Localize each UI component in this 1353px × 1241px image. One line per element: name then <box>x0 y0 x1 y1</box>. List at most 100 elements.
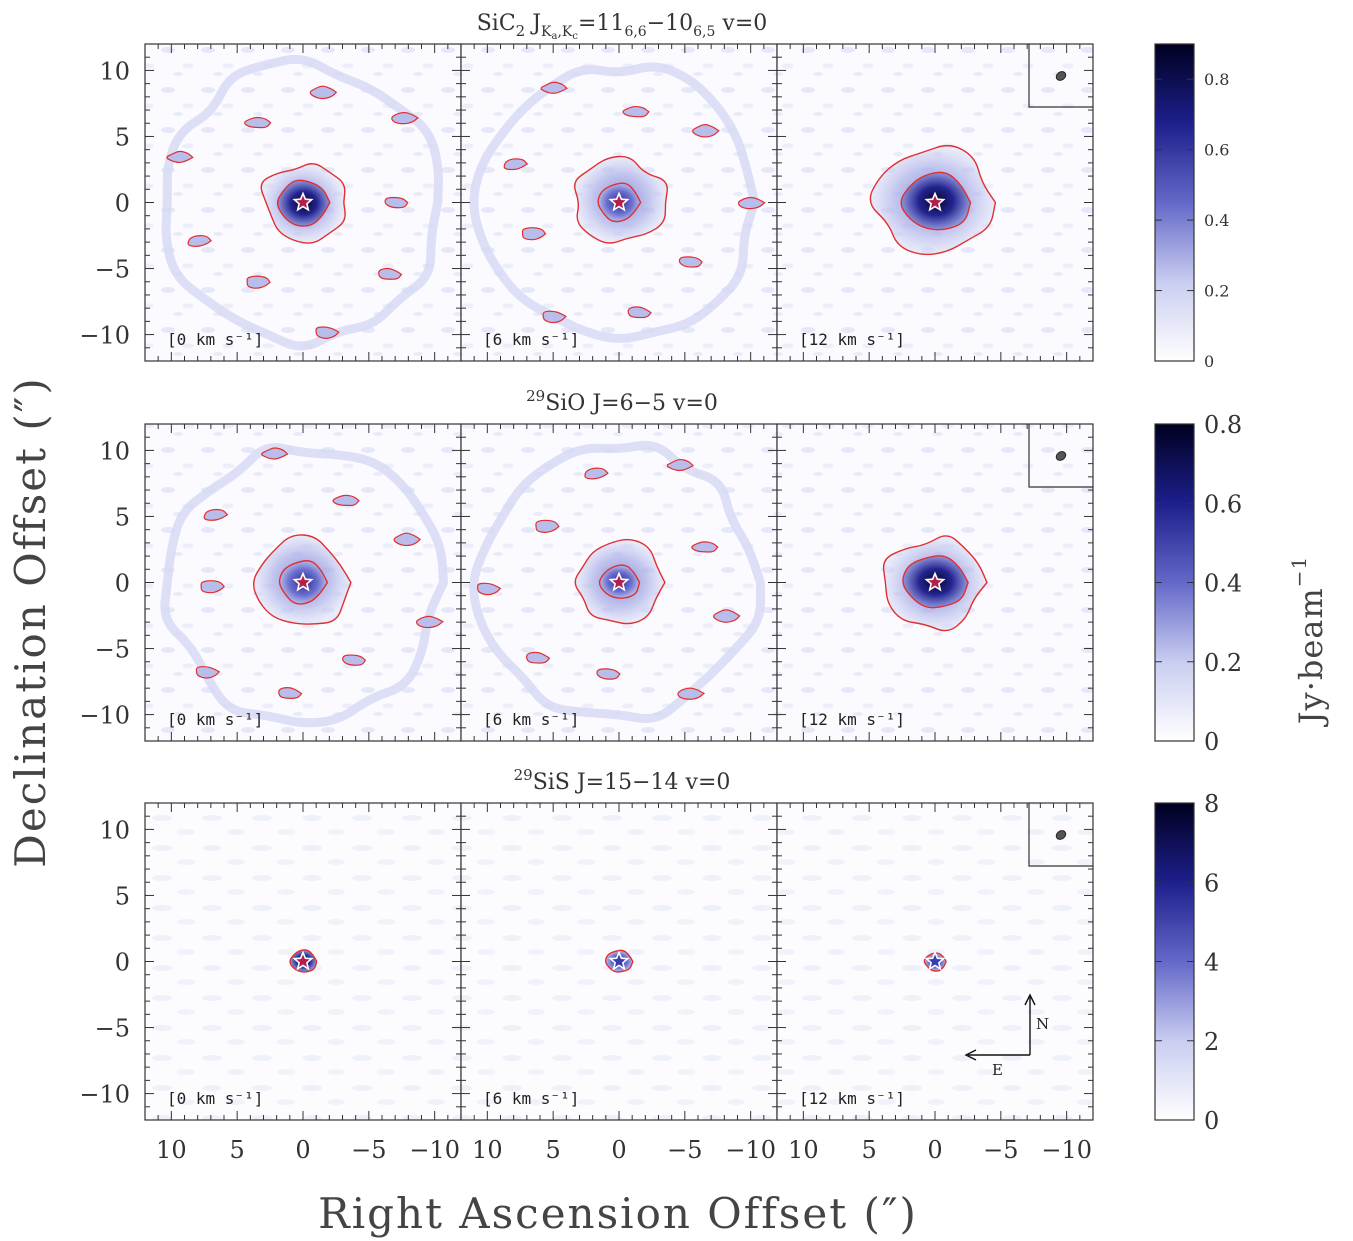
velocity-label: [6 km s⁻¹] <box>483 330 579 349</box>
contour-arc <box>246 275 271 289</box>
channel-panel: [0 km s⁻¹] <box>144 423 462 742</box>
star-marker-icon <box>924 571 946 592</box>
beam-inset <box>1028 424 1093 488</box>
beam-inset <box>1028 803 1093 867</box>
colorbar-tick-label: 0.2 <box>1204 282 1229 301</box>
x-tick-label: −10 <box>409 1136 460 1164</box>
colorbar-tick-label: 0 <box>1204 1107 1219 1135</box>
contour-arc <box>692 124 720 138</box>
colorbar-tick-label: 0.4 <box>1204 570 1242 598</box>
contour-arc <box>187 234 212 247</box>
shell-ring <box>469 62 760 343</box>
x-tick-label: −5 <box>351 1136 386 1164</box>
contour-arc <box>476 582 502 596</box>
contour-arc <box>737 196 766 210</box>
contour-arc <box>391 112 419 125</box>
y-tick-label: −10 <box>79 322 130 350</box>
colorbar-tick-label: 0.8 <box>1204 411 1242 439</box>
y-tick-label: 5 <box>115 123 130 151</box>
contour-arc <box>622 105 650 118</box>
colorbar-tick-label: 0.6 <box>1204 141 1229 160</box>
x-tick-label: 0 <box>611 1136 626 1164</box>
contour-arc <box>713 609 741 623</box>
contour-arc <box>584 467 609 480</box>
channel-panel: [6 km s⁻¹] <box>460 43 778 362</box>
contour-arc <box>415 615 444 629</box>
contour-arc <box>627 306 652 319</box>
compass: NE <box>964 993 1049 1079</box>
contour-arc <box>309 85 338 100</box>
y-tick-label: 10 <box>99 816 130 844</box>
contour-arc <box>200 580 225 594</box>
velocity-label: [12 km s⁻¹] <box>799 1089 905 1108</box>
colorbar: 0 0.2 0.4 0.6 0.8 <box>1154 43 1229 371</box>
beam-ellipse-icon <box>1055 830 1067 840</box>
beam-ellipse-icon <box>1055 451 1067 461</box>
contour-arc <box>678 256 703 268</box>
velocity-label: [12 km s⁻¹] <box>799 710 905 729</box>
x-tick-label: −10 <box>1041 1136 1092 1164</box>
y-tick-label: 10 <box>99 437 130 465</box>
star-marker-icon <box>292 950 314 971</box>
contour-arc <box>315 326 340 339</box>
contour-arc <box>203 508 229 521</box>
velocity-label: [6 km s⁻¹] <box>483 710 579 729</box>
channel-panel: [12 km s⁻¹] <box>776 43 1094 362</box>
colorbar-tick-label: 0.6 <box>1204 490 1242 518</box>
x-tick-label: −10 <box>725 1136 776 1164</box>
star-marker-icon <box>292 191 314 212</box>
colorbar-tick-label: 0.8 <box>1204 70 1229 89</box>
contour-arc <box>503 158 529 171</box>
channel-panel: [12 km s⁻¹] <box>776 802 1094 1121</box>
row-title: SiC2 JKa,Kc=116,6−106,5 v=0 <box>477 11 768 42</box>
contour-arc <box>166 150 194 164</box>
x-tick-label: 10 <box>156 1136 187 1164</box>
velocity-label: [12 km s⁻¹] <box>799 330 905 349</box>
contour-arc <box>244 116 272 129</box>
velocity-label: [0 km s⁻¹] <box>167 1089 263 1108</box>
x-tick-label: 5 <box>230 1136 245 1164</box>
contour-arc <box>677 687 706 700</box>
x-tick-label: 5 <box>862 1136 877 1164</box>
beam-ellipse-icon <box>1055 71 1067 81</box>
velocity-label: [0 km s⁻¹] <box>167 330 263 349</box>
y-tick-label: 5 <box>115 882 130 910</box>
y-tick-label: 0 <box>115 570 130 598</box>
colorbar: 0 2 4 6 8 <box>1154 790 1219 1135</box>
shell-ring <box>160 443 449 728</box>
contour-arc <box>378 267 403 280</box>
star-marker-icon <box>608 950 630 971</box>
star-marker-icon <box>292 571 314 592</box>
contour-arc <box>342 654 367 666</box>
colorbar-tick-label: 6 <box>1204 869 1219 897</box>
channel-panel: [6 km s⁻¹] <box>460 802 778 1121</box>
y-tick-label: −5 <box>95 636 130 664</box>
x-tick-label: 0 <box>927 1136 942 1164</box>
contour-arc <box>540 81 568 94</box>
colorbar-tick-label: 0.4 <box>1204 211 1229 230</box>
colorbar-tick-label: 0.2 <box>1204 649 1242 677</box>
contour-arc <box>393 532 422 547</box>
y-tick-label: 10 <box>99 57 130 85</box>
x-tick-label: 0 <box>295 1136 310 1164</box>
star-marker-icon <box>924 950 946 971</box>
shell-ring <box>469 440 766 724</box>
velocity-label: [0 km s⁻¹] <box>167 710 263 729</box>
contour-arc <box>278 686 303 699</box>
y-tick-label: 5 <box>115 503 130 531</box>
beam-inset <box>1028 44 1093 108</box>
channel-panel: [6 km s⁻¹] <box>460 423 778 742</box>
star-marker-icon <box>924 191 946 212</box>
y-tick-label: −5 <box>95 256 130 284</box>
contour-arc <box>691 541 719 553</box>
colorbar-title: Jy·beam−1 <box>1287 556 1330 727</box>
contour-arc <box>521 227 547 241</box>
x-tick-label: 5 <box>546 1136 561 1164</box>
contour-arc <box>535 519 560 533</box>
emission-layer <box>469 62 766 343</box>
shell-ring <box>161 54 443 351</box>
y-tick-label: −5 <box>95 1015 130 1043</box>
contour-arc <box>596 668 621 680</box>
contour-arc <box>526 651 551 664</box>
